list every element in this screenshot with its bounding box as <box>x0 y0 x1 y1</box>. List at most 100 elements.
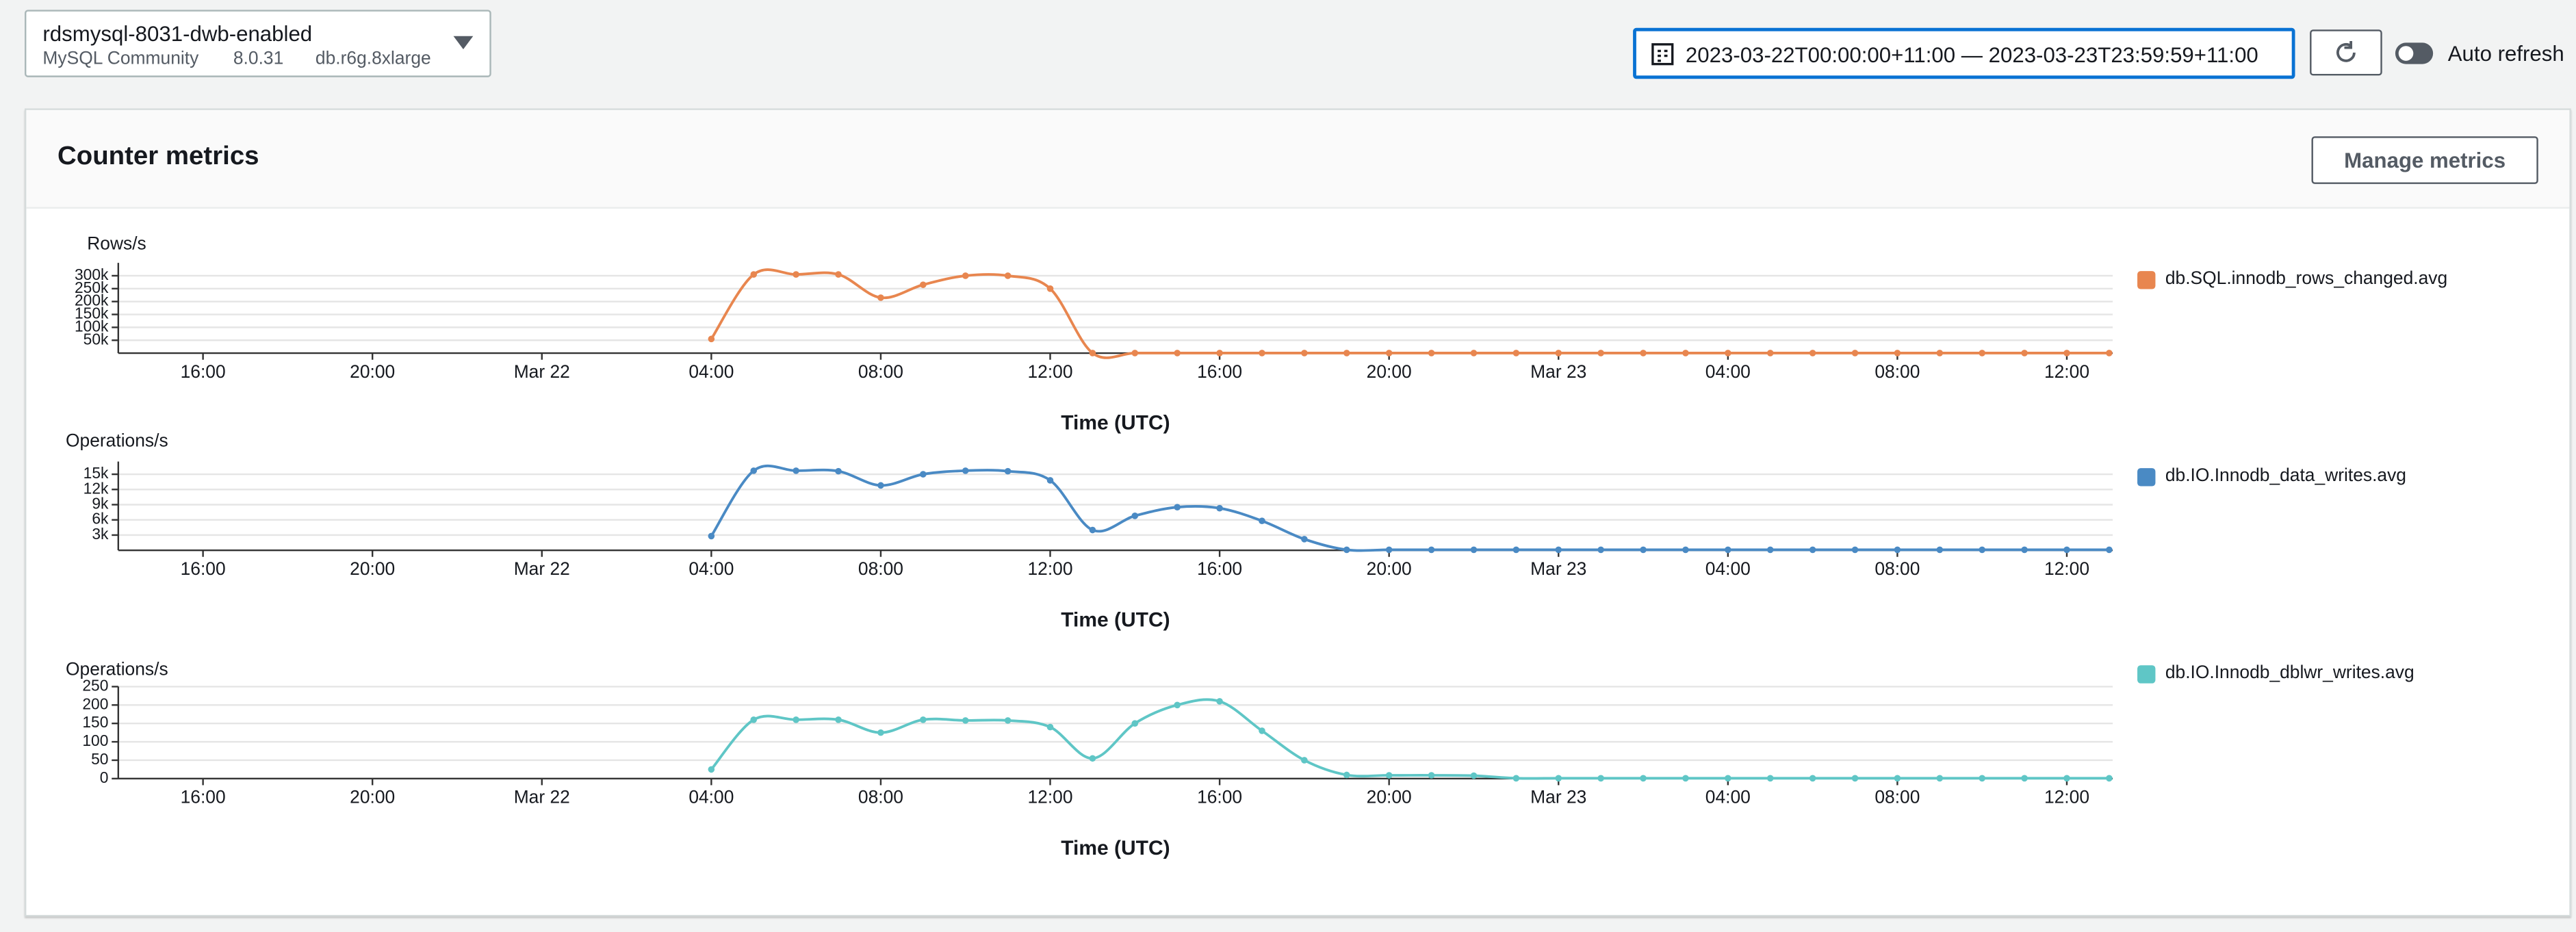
data-point <box>708 335 715 343</box>
x-tick-label: 12:00 <box>2044 787 2089 807</box>
x-axis-label: Time (UTC) <box>1061 837 1170 859</box>
y-tick-label: 150k <box>75 305 109 322</box>
x-tick-label: 20:00 <box>1367 361 1412 382</box>
data-point <box>835 271 842 278</box>
data-point <box>1979 775 1986 782</box>
x-tick-label: 12:00 <box>2044 558 2089 579</box>
y-axis-label: Rows/s <box>87 233 146 254</box>
x-tick-label: Mar 23 <box>1530 787 1586 807</box>
data-point <box>1259 727 1265 734</box>
instance-class: db.r6g.8xlarge <box>315 49 431 69</box>
data-point <box>1343 350 1350 357</box>
data-point <box>1597 775 1604 782</box>
data-point <box>1470 772 1478 779</box>
data-point <box>1979 546 1986 554</box>
data-point <box>1428 350 1435 357</box>
data-point <box>2106 775 2113 782</box>
y-tick-label: 50k <box>83 330 109 348</box>
data-point <box>1555 350 1562 357</box>
x-axis-label: Time (UTC) <box>1061 608 1170 631</box>
data-point <box>1259 517 1265 525</box>
data-point <box>1979 350 1986 357</box>
refresh-button[interactable] <box>2310 29 2382 76</box>
x-tick-label: 04:00 <box>1705 558 1751 579</box>
data-point <box>1046 723 1054 731</box>
y-tick-label: 9k <box>92 495 109 513</box>
data-point <box>1089 526 1096 534</box>
data-point <box>1470 350 1478 357</box>
legend-label[interactable]: db.IO.Innodb_dblwr_writes.avg <box>2165 662 2414 682</box>
data-point <box>1682 350 1689 357</box>
data-point <box>1936 775 1944 782</box>
data-point <box>2106 546 2113 554</box>
y-tick-label: 100 <box>82 732 108 749</box>
legend-swatch[interactable] <box>2137 468 2156 487</box>
data-point <box>1470 546 1478 554</box>
manage-metrics-button[interactable]: Manage metrics <box>2311 136 2538 184</box>
data-point <box>962 717 969 724</box>
y-tick-label: 15k <box>83 464 109 482</box>
data-point <box>1894 775 1901 782</box>
legend-label[interactable]: db.IO.Innodb_data_writes.avg <box>2165 465 2406 485</box>
instance-selector[interactable]: rdsmysql-8031-dwb-enabled MySQL Communit… <box>25 10 491 77</box>
legend-swatch[interactable] <box>2137 665 2156 684</box>
data-point <box>1851 775 1859 782</box>
data-point <box>962 272 969 279</box>
auto-refresh-toggle[interactable] <box>2395 42 2434 64</box>
data-point <box>1555 546 1562 554</box>
y-tick-label: 3k <box>92 525 109 543</box>
data-point <box>1555 775 1562 782</box>
x-tick-label: 08:00 <box>1875 558 1920 579</box>
legend-label[interactable]: db.SQL.innodb_rows_changed.avg <box>2165 268 2447 288</box>
y-tick-label: 50 <box>91 750 108 768</box>
data-point <box>1512 775 1520 782</box>
data-point <box>1259 350 1265 357</box>
data-point <box>1766 775 1774 782</box>
data-point <box>750 716 758 723</box>
data-point <box>1894 546 1901 554</box>
x-tick-label: 04:00 <box>1705 787 1751 807</box>
x-tick-label: 08:00 <box>858 787 903 807</box>
y-tick-label: 300k <box>75 266 109 283</box>
x-tick-label: 16:00 <box>1197 558 1242 579</box>
data-point <box>793 467 799 474</box>
data-point <box>1640 350 1647 357</box>
x-tick-label: 12:00 <box>1027 787 1072 807</box>
x-tick-label: 12:00 <box>1027 361 1072 382</box>
dropdown-icon <box>453 36 474 50</box>
x-tick-label: 04:00 <box>1705 361 1751 382</box>
data-point <box>1301 350 1308 357</box>
data-point <box>1216 350 1223 357</box>
data-point <box>2106 350 2113 357</box>
y-tick-label: 100k <box>75 317 109 335</box>
refresh-icon <box>2336 41 2356 62</box>
legend-swatch[interactable] <box>2137 271 2156 289</box>
x-tick-label: 20:00 <box>350 558 395 579</box>
data-point <box>1725 350 1731 357</box>
x-tick-label: 04:00 <box>688 361 734 382</box>
date-range: 2023-03-22T00:00:00+11:00 — 2023-03-23T2… <box>1685 42 2258 68</box>
x-tick-label: 16:00 <box>1197 787 1242 807</box>
data-point <box>1597 546 1604 554</box>
data-point <box>1640 546 1647 554</box>
data-point <box>1385 772 1393 779</box>
data-point <box>1343 546 1350 554</box>
data-point <box>1089 755 1096 762</box>
data-point <box>1004 717 1012 724</box>
data-point <box>877 294 884 301</box>
data-point <box>920 716 927 723</box>
calendar-icon <box>1651 43 1674 66</box>
data-point <box>2021 546 2028 554</box>
y-axis-label: Operations/s <box>66 430 168 451</box>
data-point <box>1894 350 1901 357</box>
date-range-picker[interactable]: 2023-03-22T00:00:00+11:00 — 2023-03-23T2… <box>1633 27 2295 79</box>
x-tick-label: 20:00 <box>350 361 395 382</box>
x-tick-label: 16:00 <box>1197 361 1242 382</box>
data-point <box>1174 701 1181 709</box>
data-point <box>1046 285 1054 292</box>
y-tick-label: 250k <box>75 279 109 296</box>
data-point <box>1809 546 1816 554</box>
x-tick-label: 08:00 <box>1875 361 1920 382</box>
